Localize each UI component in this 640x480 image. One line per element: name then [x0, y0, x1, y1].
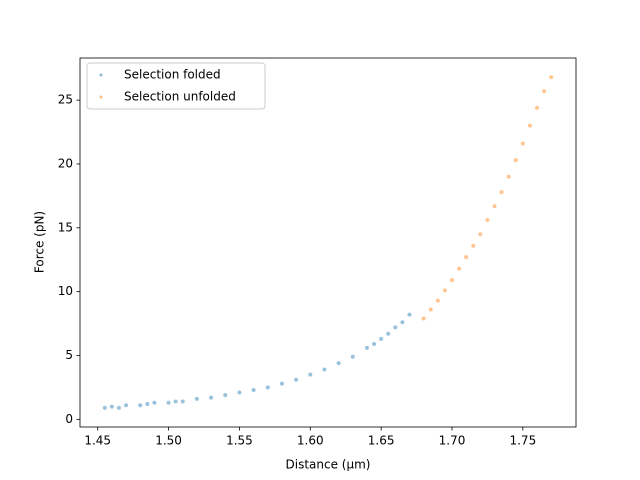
scatter-point: [372, 342, 377, 347]
scatter-point: [513, 158, 518, 163]
scatter-point: [265, 385, 270, 390]
scatter-point: [492, 204, 497, 209]
scatter-point: [442, 288, 447, 293]
scatter-point: [450, 278, 454, 283]
scatter-point: [471, 243, 476, 248]
scatter-point: [138, 403, 143, 408]
scatter-point: [464, 255, 469, 260]
scatter-point: [194, 396, 199, 401]
scatter-point: [124, 403, 129, 408]
scatter-point: [386, 331, 391, 336]
y-axis-label: Force (pN): [33, 211, 47, 273]
x-tick-label: 1.50: [155, 434, 182, 448]
scatter-point: [350, 354, 355, 359]
scatter-point: [549, 75, 554, 80]
scatter-point: [520, 141, 525, 146]
x-tick-label: 1.45: [84, 434, 111, 448]
x-tick-label: 1.70: [439, 434, 466, 448]
y-tick-label: 15: [58, 220, 73, 234]
scatter-point: [251, 387, 256, 392]
scatter-point: [237, 390, 242, 395]
scatter-point: [428, 307, 433, 312]
scatter-point: [294, 377, 299, 382]
legend-label: Selection unfolded: [124, 90, 236, 104]
scatter-point: [209, 395, 214, 400]
y-tick-label: 10: [58, 284, 73, 298]
scatter-point: [308, 372, 313, 377]
scatter-point: [535, 105, 540, 110]
scatter-point: [364, 345, 369, 350]
plot-frame: [79, 57, 577, 428]
scatter-point: [116, 405, 121, 410]
legend-box: [86, 62, 266, 110]
scatter-point: [435, 298, 440, 303]
scatter-point: [393, 325, 398, 330]
scatter-point: [379, 336, 384, 341]
scatter-point: [166, 400, 171, 405]
scatter-point: [322, 367, 327, 372]
x-axis-label: Distance (μm): [286, 458, 371, 472]
scatter-point: [527, 123, 532, 128]
scatter-point: [485, 218, 490, 223]
scatter-point: [336, 361, 341, 366]
legend-marker: [99, 73, 103, 77]
scatter-point: [478, 232, 483, 237]
y-tick-label: 20: [58, 156, 73, 170]
scatter-point: [457, 266, 462, 271]
scatter-point: [542, 89, 547, 94]
x-tick-label: 1.75: [509, 434, 536, 448]
scatter-point: [145, 402, 150, 407]
y-tick-label: 5: [65, 348, 73, 362]
scatter-point: [102, 405, 107, 410]
x-tick-label: 1.65: [368, 434, 395, 448]
y-tick-label: 25: [58, 93, 73, 107]
x-tick-label: 1.55: [226, 434, 253, 448]
scatter-point: [400, 320, 405, 325]
scatter-point: [279, 381, 284, 386]
scatter-point: [499, 190, 504, 195]
scatter-point: [223, 393, 228, 398]
scatter-point: [180, 399, 185, 404]
x-tick-label: 1.60: [297, 434, 324, 448]
scatter-point: [109, 404, 114, 409]
scatter-point: [421, 316, 426, 321]
scatter-point: [407, 312, 412, 317]
scatter-point: [173, 399, 178, 404]
y-tick-label: 0: [65, 412, 73, 426]
legend-marker: [99, 95, 103, 99]
legend-label: Selection folded: [124, 68, 221, 82]
scatter-point: [152, 400, 157, 405]
scatter-point: [506, 174, 511, 179]
